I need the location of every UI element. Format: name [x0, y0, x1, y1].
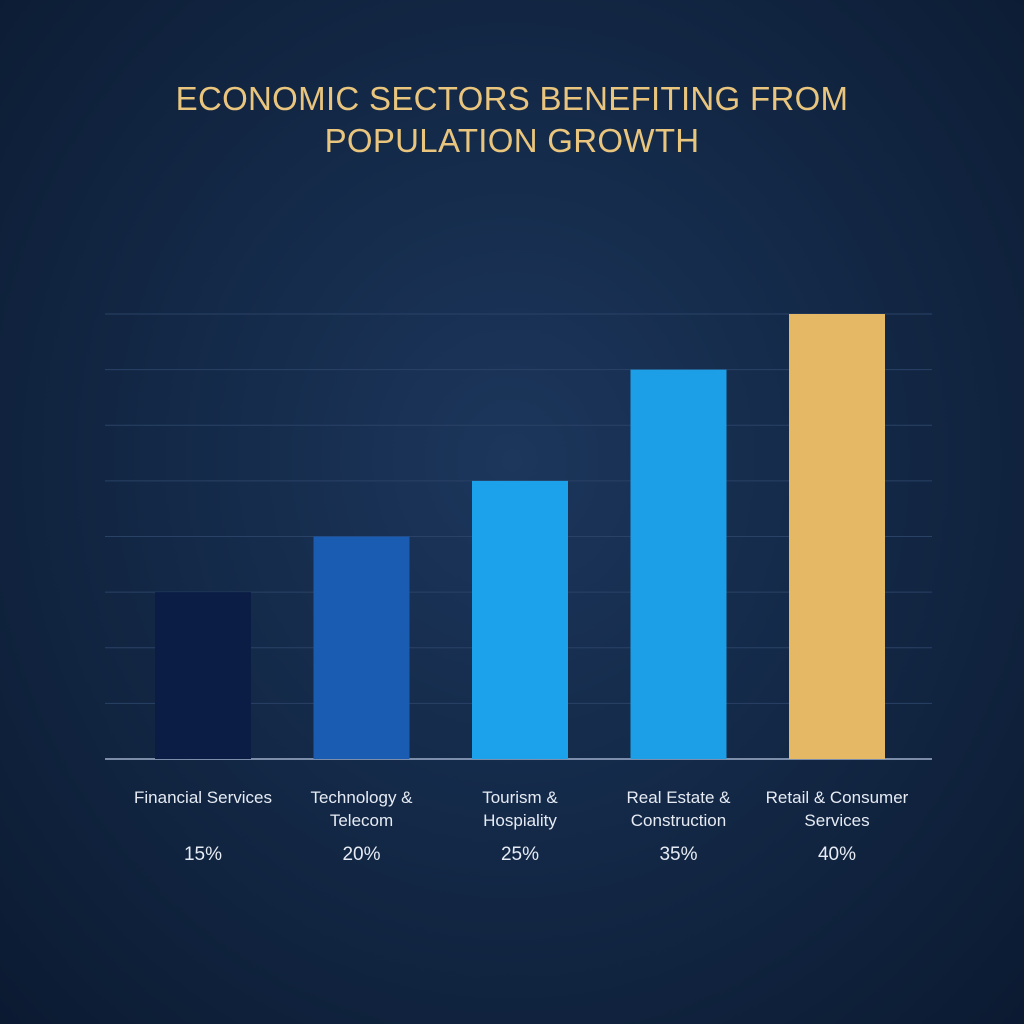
- value-label: 15%: [183, 844, 223, 865]
- bar: [630, 369, 727, 759]
- value-label: 35%: [659, 844, 698, 865]
- x-tick-label: Tourism & Hospiality: [482, 788, 558, 830]
- x-tick-label: Technology & Telecom: [310, 788, 413, 830]
- bar: [155, 592, 251, 759]
- value-label: 40%: [817, 844, 857, 865]
- value-label: 20%: [342, 844, 381, 865]
- x-tick-label: Retail & Consumer Services: [765, 788, 909, 830]
- bar: [472, 480, 568, 759]
- value-label: 25%: [500, 844, 540, 865]
- bar: [789, 314, 885, 759]
- x-tick-label: Real Estate & Construction: [626, 788, 731, 830]
- chart-title: ECONOMIC SECTORS BENEFITING FROM POPULAT…: [175, 80, 849, 159]
- bar: [313, 536, 410, 759]
- x-tick-label: Financial Services: [134, 788, 272, 807]
